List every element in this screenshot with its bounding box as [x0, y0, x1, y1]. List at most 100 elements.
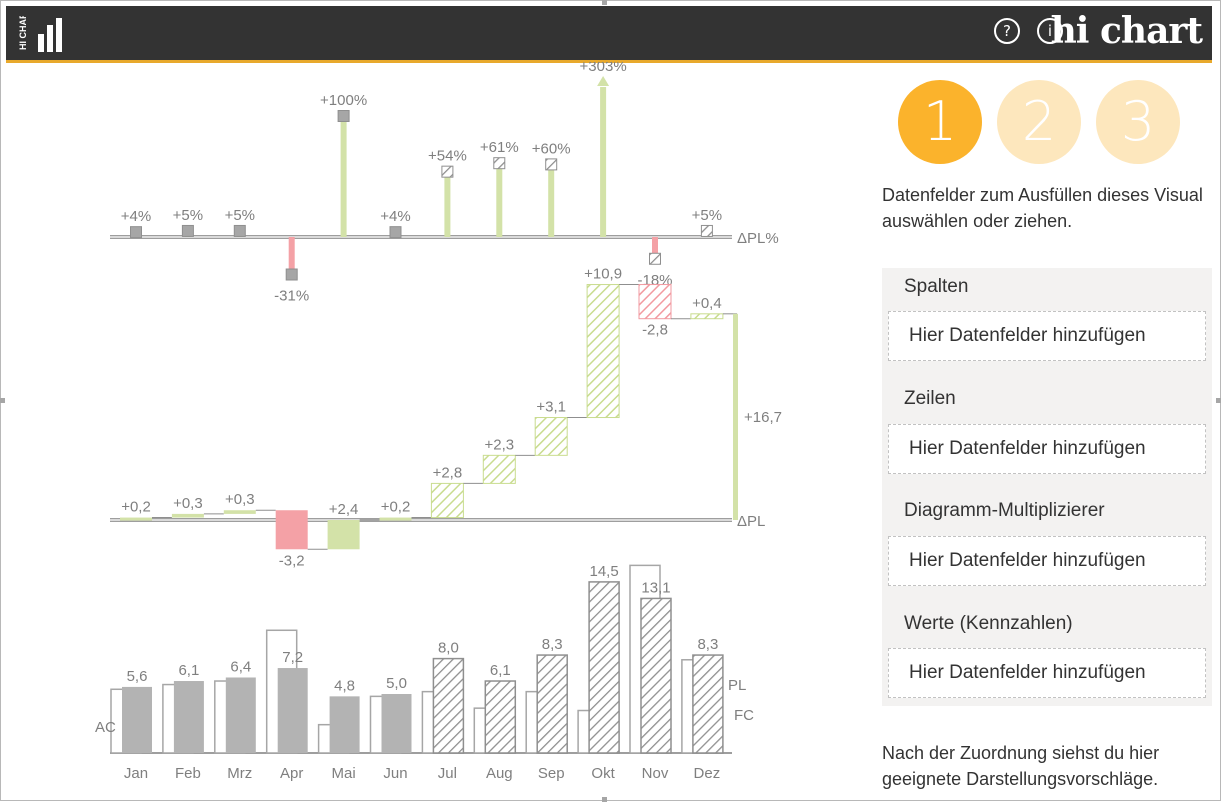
pin-marker-jan [130, 226, 142, 239]
waterfall-value-label-jan: +0,2 [121, 499, 151, 516]
waterfall-value-label-aug: +2,3 [484, 436, 514, 453]
bar-value-label-jun: 5,0 [386, 675, 407, 692]
pin-stem-okt [600, 87, 607, 237]
month-label-aug: Aug [486, 765, 513, 782]
month-label-sep: Sep [538, 765, 565, 782]
waterfall-value-label-mai: +2,4 [329, 501, 359, 518]
well-title-spalten: Spalten [904, 276, 969, 297]
drop-zone-multiplizierer[interactable]: Hier Datenfelder hinzufügen [888, 536, 1206, 586]
pin-marker-sep [545, 158, 558, 171]
pin-value-label-feb: +5% [173, 207, 203, 224]
waterfall-bar-jul [430, 482, 464, 519]
resize-handle-top[interactable] [602, 0, 607, 5]
question-circle-icon: ? [1003, 22, 1011, 40]
pin-marker-jul [441, 165, 454, 178]
waterfall-series-label: ΔPL [737, 513, 765, 530]
drop-zone-zeilen[interactable]: Hier Datenfelder hinzufügen [888, 424, 1206, 474]
app-header: HI CHART ? i hi chart [6, 6, 1212, 63]
waterfall-value-label-mrz: +0,3 [225, 491, 255, 508]
waterfall-value-label-feb: +0,3 [173, 495, 203, 512]
pin-marker-nov [649, 252, 661, 265]
bar-value-label-mai: 4,8 [334, 677, 355, 694]
waterfall-bar-mai [327, 520, 360, 550]
month-label-jun: Jun [383, 765, 407, 782]
legend-pl: PL [728, 677, 746, 694]
month-label-feb: Feb [175, 765, 201, 782]
month-label-jan: Jan [124, 765, 148, 782]
month-label-okt: Okt [591, 765, 615, 782]
resize-handle-left[interactable] [0, 398, 5, 403]
actual-bar-apr [277, 668, 308, 753]
waterfall-total-label: +16,7 [744, 409, 782, 426]
waterfall-total-bar [733, 313, 738, 520]
step-2-label: 2 [1021, 90, 1057, 153]
bar-value-label-nov: 13,1 [641, 579, 670, 596]
pin-value-label-mai: +100% [320, 92, 367, 109]
waterfall-value-label-apr: -3,2 [279, 552, 305, 569]
month-label-mai: Mai [332, 765, 356, 782]
pin-value-label-sep: +60% [532, 140, 571, 157]
pin-stem-sep [548, 164, 555, 237]
pin-stem-aug [496, 163, 503, 237]
brand-logo: hi chart [1050, 10, 1203, 52]
pin-marker-dez [700, 224, 713, 237]
resize-handle-bottom[interactable] [602, 797, 607, 802]
pin-value-label-aug: +61% [480, 139, 519, 156]
pin-stem-nov [652, 237, 658, 259]
waterfall-bar-jan [120, 517, 152, 521]
step-2-button[interactable]: 2 [997, 80, 1081, 164]
waterfall-bar-okt [586, 284, 620, 419]
actual-bar-mrz [225, 677, 256, 753]
waterfall-bar-mrz [223, 510, 256, 514]
pin-value-label-mrz: +5% [225, 207, 255, 224]
resize-handle-right[interactable] [1216, 398, 1221, 403]
actual-bar-sep [536, 654, 568, 754]
actual-bar-jul [432, 657, 465, 754]
waterfall-bar-dez [690, 313, 724, 320]
pin-marker-aug [493, 157, 506, 170]
well-title-werte: Werte (Kennzahlen) [904, 613, 1073, 634]
pin-marker-mrz [233, 224, 246, 237]
well-title-zeilen: Zeilen [904, 388, 956, 409]
waterfall-value-label-okt: +10,9 [584, 266, 622, 283]
bar-value-label-apr: 7,2 [282, 649, 303, 666]
bar-value-label-sep: 8,3 [542, 636, 563, 653]
waterfall-bar-sep [534, 417, 568, 456]
step-3-button[interactable]: 3 [1096, 80, 1180, 164]
waterfall-value-label-jul: +2,8 [433, 464, 463, 481]
month-label-dez: Dez [694, 765, 721, 782]
waterfall-value-label-sep: +3,1 [536, 399, 566, 416]
waterfall-value-label-dez: +0,4 [692, 295, 722, 312]
pin-stem-apr [288, 237, 295, 275]
help-button[interactable]: ? [994, 18, 1020, 44]
pin-value-label-jun: +4% [380, 208, 410, 225]
actual-bar-jun [381, 694, 412, 753]
waterfall-chart: ΔPL +0,2 +0,3 +0,3 -3,2 +2,4 +0,2 +2,8 +2,3 +3,1 +… [110, 266, 782, 569]
drop-zone-spalten[interactable]: Hier Datenfelder hinzufügen [888, 311, 1206, 361]
step-1-label: 1 [922, 90, 958, 153]
assignment-hint: Nach der Zuordnung siehst du hier geeign… [882, 743, 1160, 789]
waterfall-value-label-nov: -2,8 [642, 322, 668, 339]
pin-marker-jun [389, 226, 402, 239]
waterfall-bar-jun [379, 517, 412, 521]
pin-marker-mai [337, 110, 350, 122]
pin-value-label-apr: -31% [274, 288, 309, 305]
info-button[interactable]: i [1037, 18, 1063, 44]
legend-ac: AC [95, 719, 116, 736]
bar-value-label-aug: 6,1 [490, 662, 511, 679]
month-label-apr: Apr [280, 765, 303, 782]
bar-value-label-okt: 14,5 [589, 563, 618, 580]
step-1-button[interactable]: 1 [898, 80, 982, 164]
month-label-nov: Nov [642, 765, 669, 782]
legend-fc: FC [734, 707, 754, 724]
bar-value-label-jan: 5,6 [127, 668, 148, 685]
bar-value-label-dez: 8,3 [697, 636, 718, 653]
actual-bar-nov [640, 597, 672, 754]
actual-bar-jan [122, 686, 152, 753]
pin-value-label-okt: +303% [580, 62, 627, 75]
pin-value-label-dez: +5% [692, 207, 722, 224]
bar-value-label-feb: 6,1 [178, 662, 199, 679]
drop-zone-werte[interactable]: Hier Datenfelder hinzufügen [888, 648, 1206, 698]
pin-value-label-jul: +54% [428, 148, 467, 165]
waterfall-bar-aug [482, 454, 516, 484]
